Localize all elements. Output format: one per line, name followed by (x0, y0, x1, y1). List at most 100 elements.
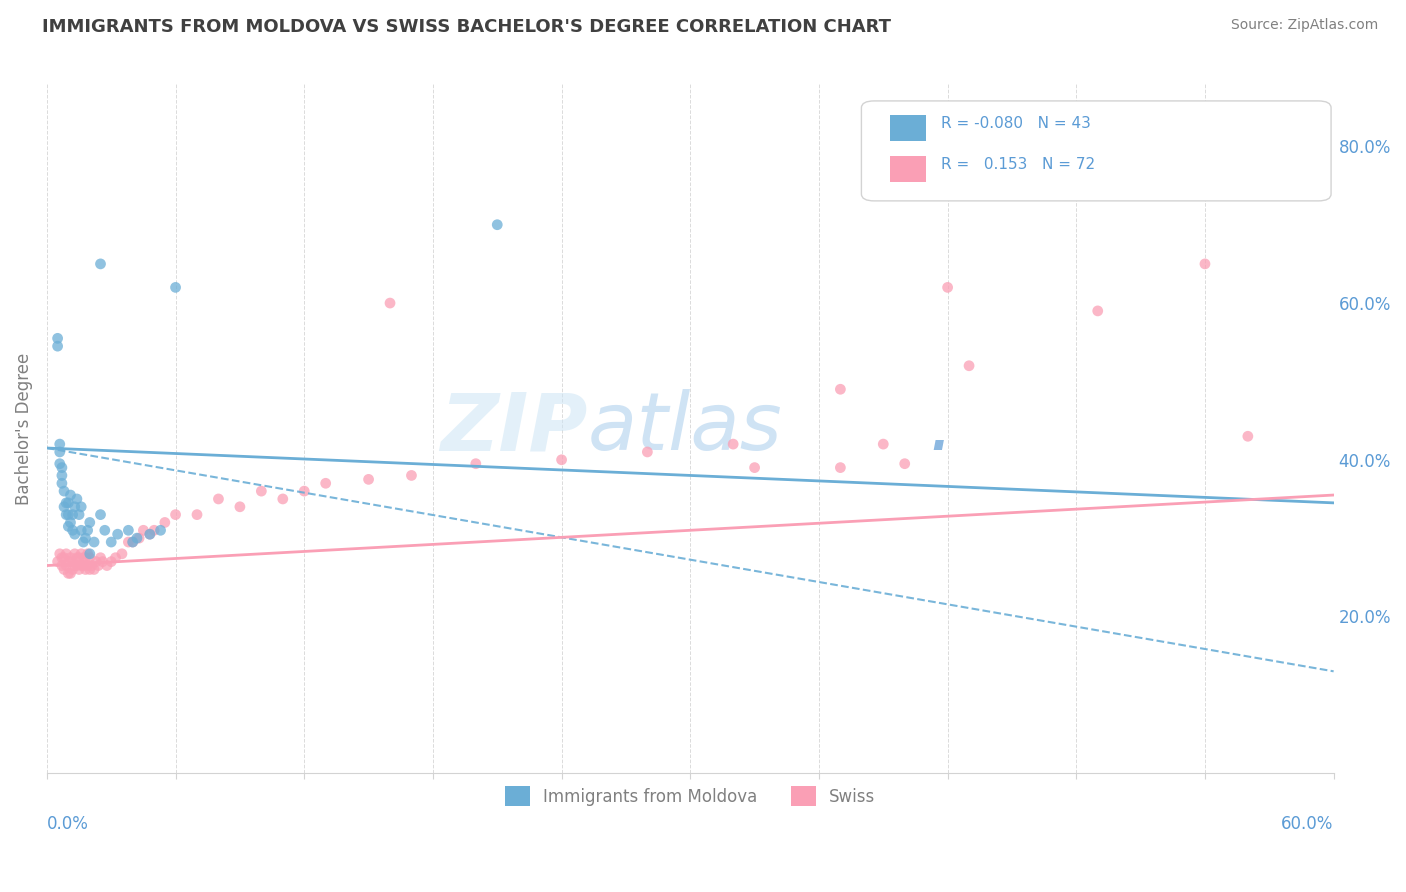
Point (46, 339, 69, 353)
Point (1087, 304, 1109, 318)
Point (59, 488, 82, 502)
Point (830, 382, 852, 396)
Point (51, 468, 73, 483)
Point (49, 457, 72, 471)
Point (186, 508, 208, 522)
Point (59, 566, 82, 581)
Point (872, 437, 894, 451)
Point (66, 550, 89, 565)
Point (63, 500, 86, 514)
Point (53, 484, 76, 499)
Point (72, 550, 94, 565)
Point (139, 527, 162, 541)
Point (79, 550, 101, 565)
Point (229, 500, 252, 514)
Point (49, 547, 72, 561)
Y-axis label: Bachelor's Degree: Bachelor's Degree (15, 352, 32, 505)
Point (378, 296, 401, 310)
Point (63, 558, 86, 573)
Point (83, 562, 105, 576)
Point (357, 472, 380, 486)
Point (51, 460, 73, 475)
Point (111, 547, 134, 561)
Point (100, 555, 122, 569)
Point (55, 547, 77, 561)
Point (89, 508, 111, 522)
Point (58, 566, 80, 581)
Point (100, 535, 122, 549)
Point (66, 491, 89, 506)
Point (117, 535, 139, 549)
Point (79, 516, 101, 530)
Point (62, 555, 84, 569)
Text: 60.0%: 60.0% (1281, 814, 1334, 832)
Text: IMMIGRANTS FROM MOLDOVA VS SWISS BACHELOR'S DEGREE CORRELATION CHART: IMMIGRANTS FROM MOLDOVA VS SWISS BACHELO… (42, 18, 891, 36)
Legend: Immigrants from Moldova, Swiss: Immigrants from Moldova, Swiss (498, 780, 882, 814)
Point (721, 437, 744, 451)
Point (53, 500, 76, 514)
Point (46, 331, 69, 345)
Point (87, 558, 110, 573)
Point (76, 558, 98, 573)
Point (76, 547, 98, 561)
Text: ZIP: ZIP (440, 390, 588, 467)
Point (75, 531, 97, 545)
Point (58, 519, 80, 533)
Point (66, 558, 89, 573)
Point (207, 491, 229, 506)
Point (70, 558, 93, 573)
Point (58, 496, 80, 510)
Point (125, 531, 148, 545)
Point (271, 491, 294, 506)
Text: atlas: atlas (588, 390, 782, 467)
Point (128, 531, 150, 545)
Point (89, 550, 111, 565)
Point (121, 535, 143, 549)
Point (55, 508, 77, 522)
Point (96, 558, 118, 573)
FancyBboxPatch shape (890, 156, 925, 182)
Point (957, 359, 980, 373)
Point (58, 508, 80, 522)
Point (59, 550, 82, 565)
Point (75, 562, 97, 576)
Point (63, 547, 86, 561)
Point (250, 484, 273, 499)
Point (153, 516, 176, 530)
Text: R = -0.080   N = 43: R = -0.080 N = 43 (941, 116, 1091, 131)
Text: Source: ZipAtlas.com: Source: ZipAtlas.com (1230, 18, 1378, 32)
Point (1194, 257, 1216, 271)
Text: .: . (928, 390, 953, 467)
Point (70, 547, 93, 561)
Point (58, 555, 80, 569)
Point (104, 550, 127, 565)
Point (79, 547, 101, 561)
Point (143, 524, 166, 538)
Point (62, 508, 84, 522)
Text: R =   0.153   N = 72: R = 0.153 N = 72 (941, 158, 1095, 172)
Point (67, 508, 90, 522)
Point (636, 445, 658, 459)
Point (55, 558, 77, 573)
Point (893, 457, 915, 471)
Point (51, 550, 73, 565)
Point (139, 527, 162, 541)
Point (51, 476, 73, 491)
Point (94, 524, 117, 538)
Point (62, 524, 84, 538)
Point (165, 508, 187, 522)
Point (121, 535, 143, 549)
FancyBboxPatch shape (890, 115, 925, 141)
Point (53, 562, 76, 576)
Point (70, 524, 93, 538)
Point (550, 452, 572, 467)
Point (53, 550, 76, 565)
Point (51, 558, 73, 573)
Point (132, 524, 155, 538)
FancyBboxPatch shape (862, 101, 1331, 201)
Point (80, 558, 103, 573)
Point (63, 527, 86, 541)
Point (936, 280, 959, 294)
Point (315, 476, 337, 491)
Point (744, 460, 766, 475)
